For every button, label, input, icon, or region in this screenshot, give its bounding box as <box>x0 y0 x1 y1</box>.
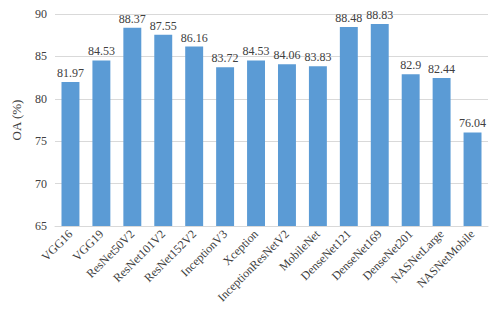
svg-text:ResNet101V2: ResNet101V2 <box>110 227 169 285</box>
svg-text:83.83: 83.83 <box>304 50 331 64</box>
svg-text:VGG16: VGG16 <box>39 227 76 264</box>
svg-text:DenseNet169: DenseNet169 <box>328 227 385 284</box>
svg-text:85: 85 <box>35 49 47 63</box>
svg-text:84.53: 84.53 <box>88 44 115 58</box>
svg-text:ResNet50V2: ResNet50V2 <box>83 227 138 281</box>
svg-text:InceptionV3: InceptionV3 <box>178 227 230 279</box>
svg-text:70: 70 <box>35 177 47 191</box>
svg-text:88.83: 88.83 <box>366 8 393 22</box>
svg-text:90: 90 <box>35 7 47 21</box>
svg-text:88.37: 88.37 <box>119 12 146 26</box>
svg-text:75: 75 <box>35 134 47 148</box>
svg-text:NASNetMobile: NASNetMobile <box>414 227 478 291</box>
svg-text:VGG19: VGG19 <box>69 227 107 264</box>
svg-text:87.55: 87.55 <box>150 19 177 33</box>
svg-text:88.48: 88.48 <box>335 11 362 25</box>
svg-text:83.72: 83.72 <box>212 51 239 65</box>
svg-text:86.16: 86.16 <box>181 31 208 45</box>
svg-text:84.06: 84.06 <box>273 48 300 62</box>
svg-text:Xception: Xception <box>220 227 261 268</box>
svg-text:81.97: 81.97 <box>57 66 84 80</box>
svg-text:InceptionResNetV2: InceptionResNetV2 <box>214 227 292 305</box>
svg-text:80: 80 <box>35 92 47 106</box>
svg-text:76.04: 76.04 <box>459 116 486 130</box>
svg-text:MobileNet: MobileNet <box>276 227 323 274</box>
svg-text:82.9: 82.9 <box>400 58 421 72</box>
svg-text:OA (%): OA (%) <box>9 100 24 141</box>
svg-text:65: 65 <box>35 219 47 233</box>
svg-text:DenseNet121: DenseNet121 <box>297 227 354 284</box>
svg-text:NASNetLarge: NASNetLarge <box>387 227 447 286</box>
svg-text:ResNet152V2: ResNet152V2 <box>141 227 200 285</box>
svg-text:82.44: 82.44 <box>428 62 455 76</box>
svg-text:DenseNet201: DenseNet201 <box>359 227 416 284</box>
svg-text:84.53: 84.53 <box>243 44 270 58</box>
